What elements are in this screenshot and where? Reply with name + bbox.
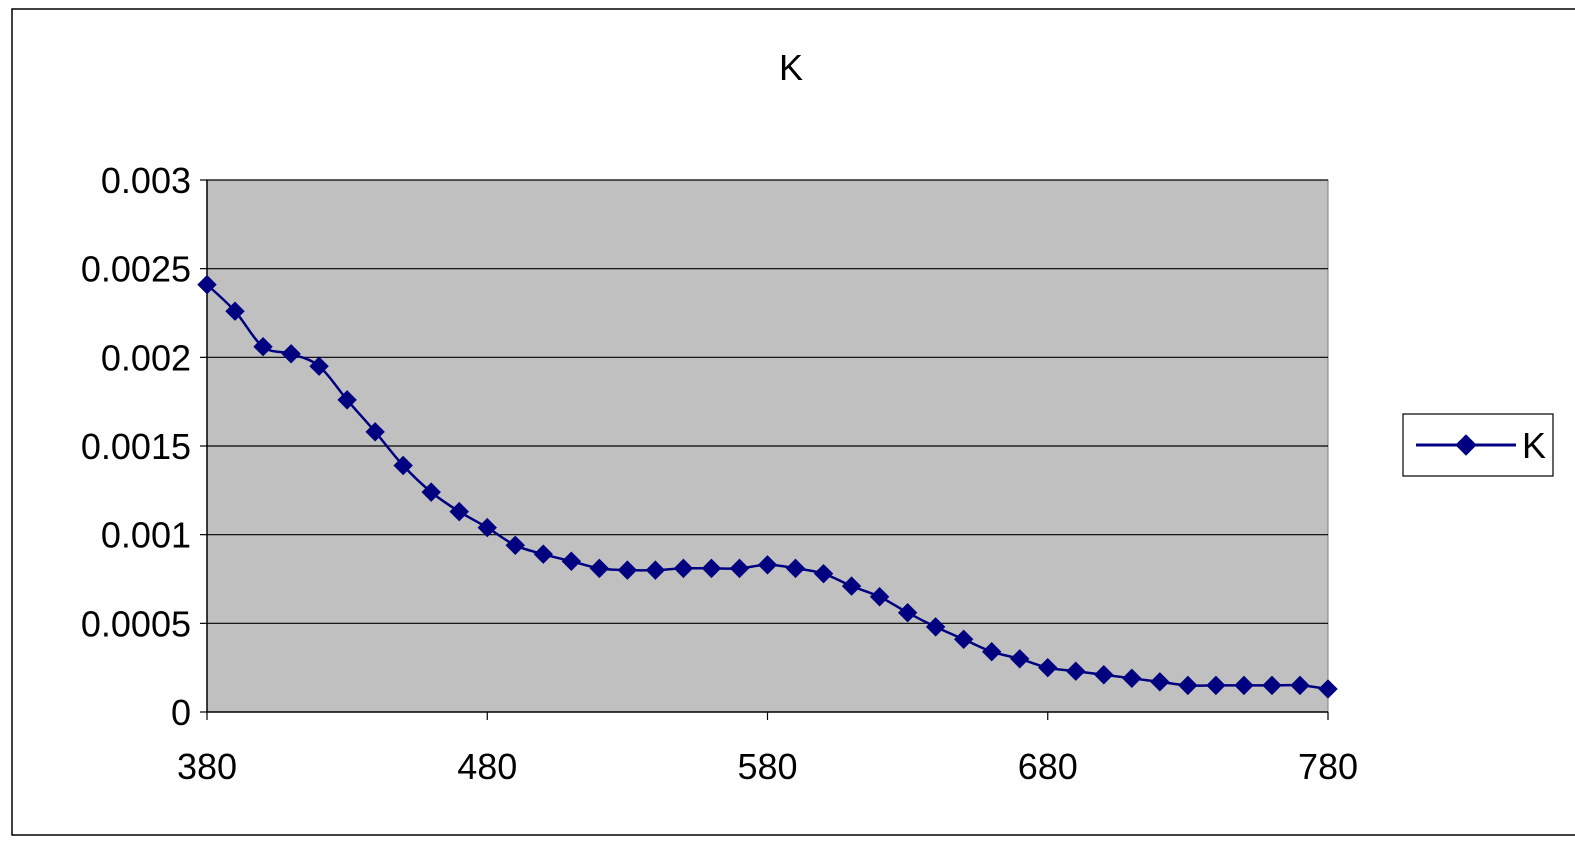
data-point [477,517,497,538]
data-point [197,274,217,295]
data-point [981,641,1002,662]
data-point [757,555,778,575]
data-point [1122,668,1142,689]
y-tick-label: 0 [171,692,191,733]
data-point [309,356,329,376]
data-point [925,617,946,637]
legend-marker [1455,434,1477,456]
x-tick-label: 580 [737,746,797,787]
tick-labels: 0 0.0005 0.001 0.0015 0.002 0.0025 0.003 380 480… [81,160,1358,787]
data-point [505,535,525,556]
y-tick-label: 0.0005 [81,603,191,644]
data-point [1234,675,1254,696]
data-point [225,301,245,321]
legend: K [1402,413,1554,477]
data-point [1038,657,1058,678]
series-k [197,274,1338,699]
data-point [533,544,554,564]
y-tick-label: 0.001 [101,515,191,556]
data-point [393,455,413,476]
x-tick-label: 680 [1018,746,1078,787]
data-point [1010,649,1030,669]
data-point [1094,665,1114,685]
data-point [337,390,357,410]
data-point [953,629,974,650]
data-point [281,344,301,364]
x-tick-label: 480 [457,746,517,787]
data-point [421,482,441,502]
data-point [1178,675,1198,696]
data-point [1262,675,1282,696]
chart: K 0 0.0005 0.001 0.0015 0.002 0.0025 0.003 380 4… [11,8,1575,836]
data-point [617,560,638,580]
gridlines [207,179,1328,624]
legend-label-k: K [1522,425,1546,466]
data-point [729,558,750,579]
data-point [897,602,918,623]
data-point [1066,661,1086,681]
data-point [645,560,666,580]
chart-title: K [779,47,803,88]
data-point [1290,675,1310,696]
data-point [1206,675,1226,696]
data-point [673,558,694,579]
data-point [869,587,890,607]
x-tick-label: 780 [1298,746,1358,787]
data-point [449,501,469,522]
x-tick-label: 380 [177,746,237,787]
data-point [785,558,806,579]
data-point [561,551,582,571]
y-tick-label: 0.0025 [81,249,191,290]
data-point [841,576,862,596]
data-point [1150,672,1170,692]
data-point [1318,679,1338,699]
data-point [813,563,834,584]
y-tick-label: 0.002 [101,337,191,378]
data-point [589,558,610,579]
y-tick-label: 0.003 [101,160,191,201]
data-point [253,336,273,357]
data-point [365,422,385,442]
data-point [701,558,722,579]
axes [200,179,1329,720]
y-tick-label: 0.0015 [81,426,191,467]
